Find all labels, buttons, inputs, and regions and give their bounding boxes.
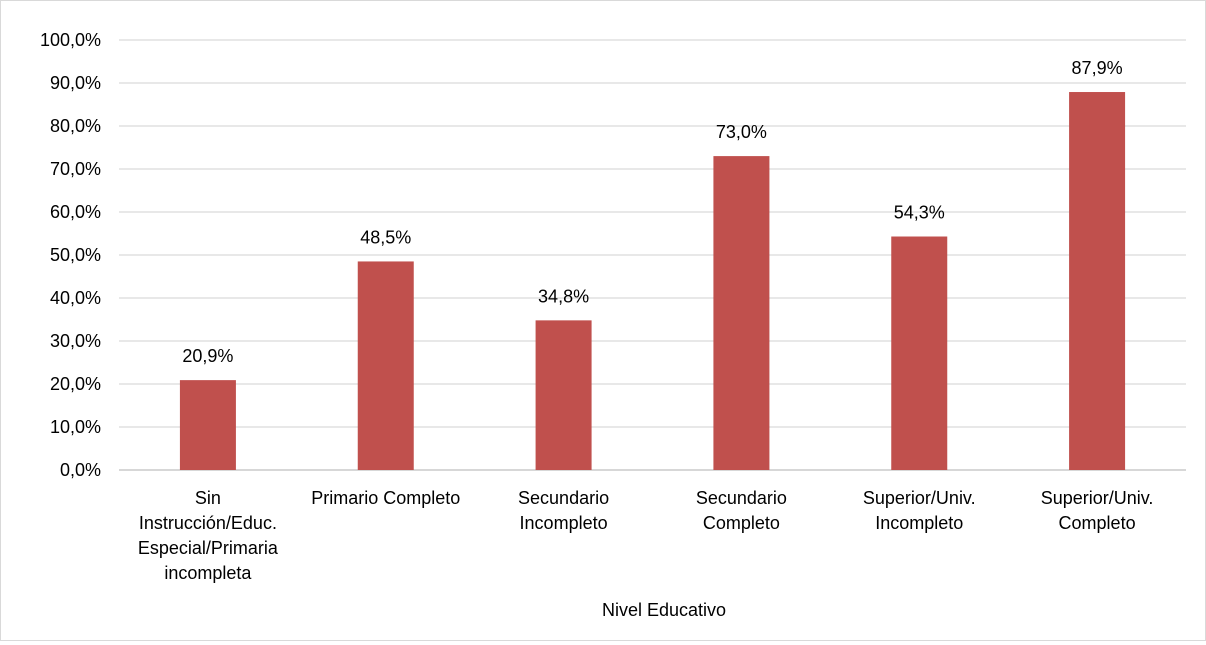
y-axis-tick-labels: 0,0% 10,0% 20,0% 30,0% 40,0% 50,0% 60,0% 70,0% 8…	[40, 30, 101, 480]
y-tick-label: 20,0%	[50, 374, 101, 394]
y-tick-label: 90,0%	[50, 73, 101, 93]
data-label: 54,3%	[894, 203, 945, 223]
y-tick-label: 60,0%	[50, 202, 101, 222]
data-label: 34,8%	[538, 286, 589, 306]
bars	[179, 92, 1126, 470]
category-label: Primario Completo	[311, 488, 460, 508]
category-label: Secundario Completo	[696, 488, 787, 533]
x-axis-title: Nivel Educativo	[602, 600, 726, 620]
y-tick-label: 0,0%	[60, 460, 101, 480]
category-label: Superior/Univ. Incompleto	[863, 488, 976, 533]
category-label: Sin Instrucción/Educ. Especial/Primaria inc…	[138, 488, 279, 583]
y-tick-label: 80,0%	[50, 116, 101, 136]
y-tick-label: 100,0%	[40, 30, 101, 50]
y-tick-label: 30,0%	[50, 331, 101, 351]
x-axis-category-labels: Sin Instrucción/Educ. Especial/Primaria inc…	[138, 488, 1154, 583]
bar	[535, 320, 592, 470]
data-labels: 20,9% 48,5% 34,8% 73,0% 54,3% 87,9%	[182, 58, 1122, 366]
category-label: Secundario Incompleto	[518, 488, 609, 533]
data-label: 73,0%	[716, 122, 767, 142]
y-tick-label: 50,0%	[50, 245, 101, 265]
category-label: Superior/Univ. Completo	[1041, 488, 1154, 533]
y-tick-label: 70,0%	[50, 159, 101, 179]
data-label: 20,9%	[182, 346, 233, 366]
data-label: 48,5%	[360, 227, 411, 247]
data-label: 87,9%	[1072, 58, 1123, 78]
bar	[891, 236, 948, 470]
bar	[1069, 92, 1126, 470]
bar	[713, 156, 770, 470]
y-tick-label: 40,0%	[50, 288, 101, 308]
bar	[179, 380, 236, 470]
y-tick-label: 10,0%	[50, 417, 101, 437]
gridlines	[119, 39, 1186, 471]
bar	[357, 261, 414, 470]
